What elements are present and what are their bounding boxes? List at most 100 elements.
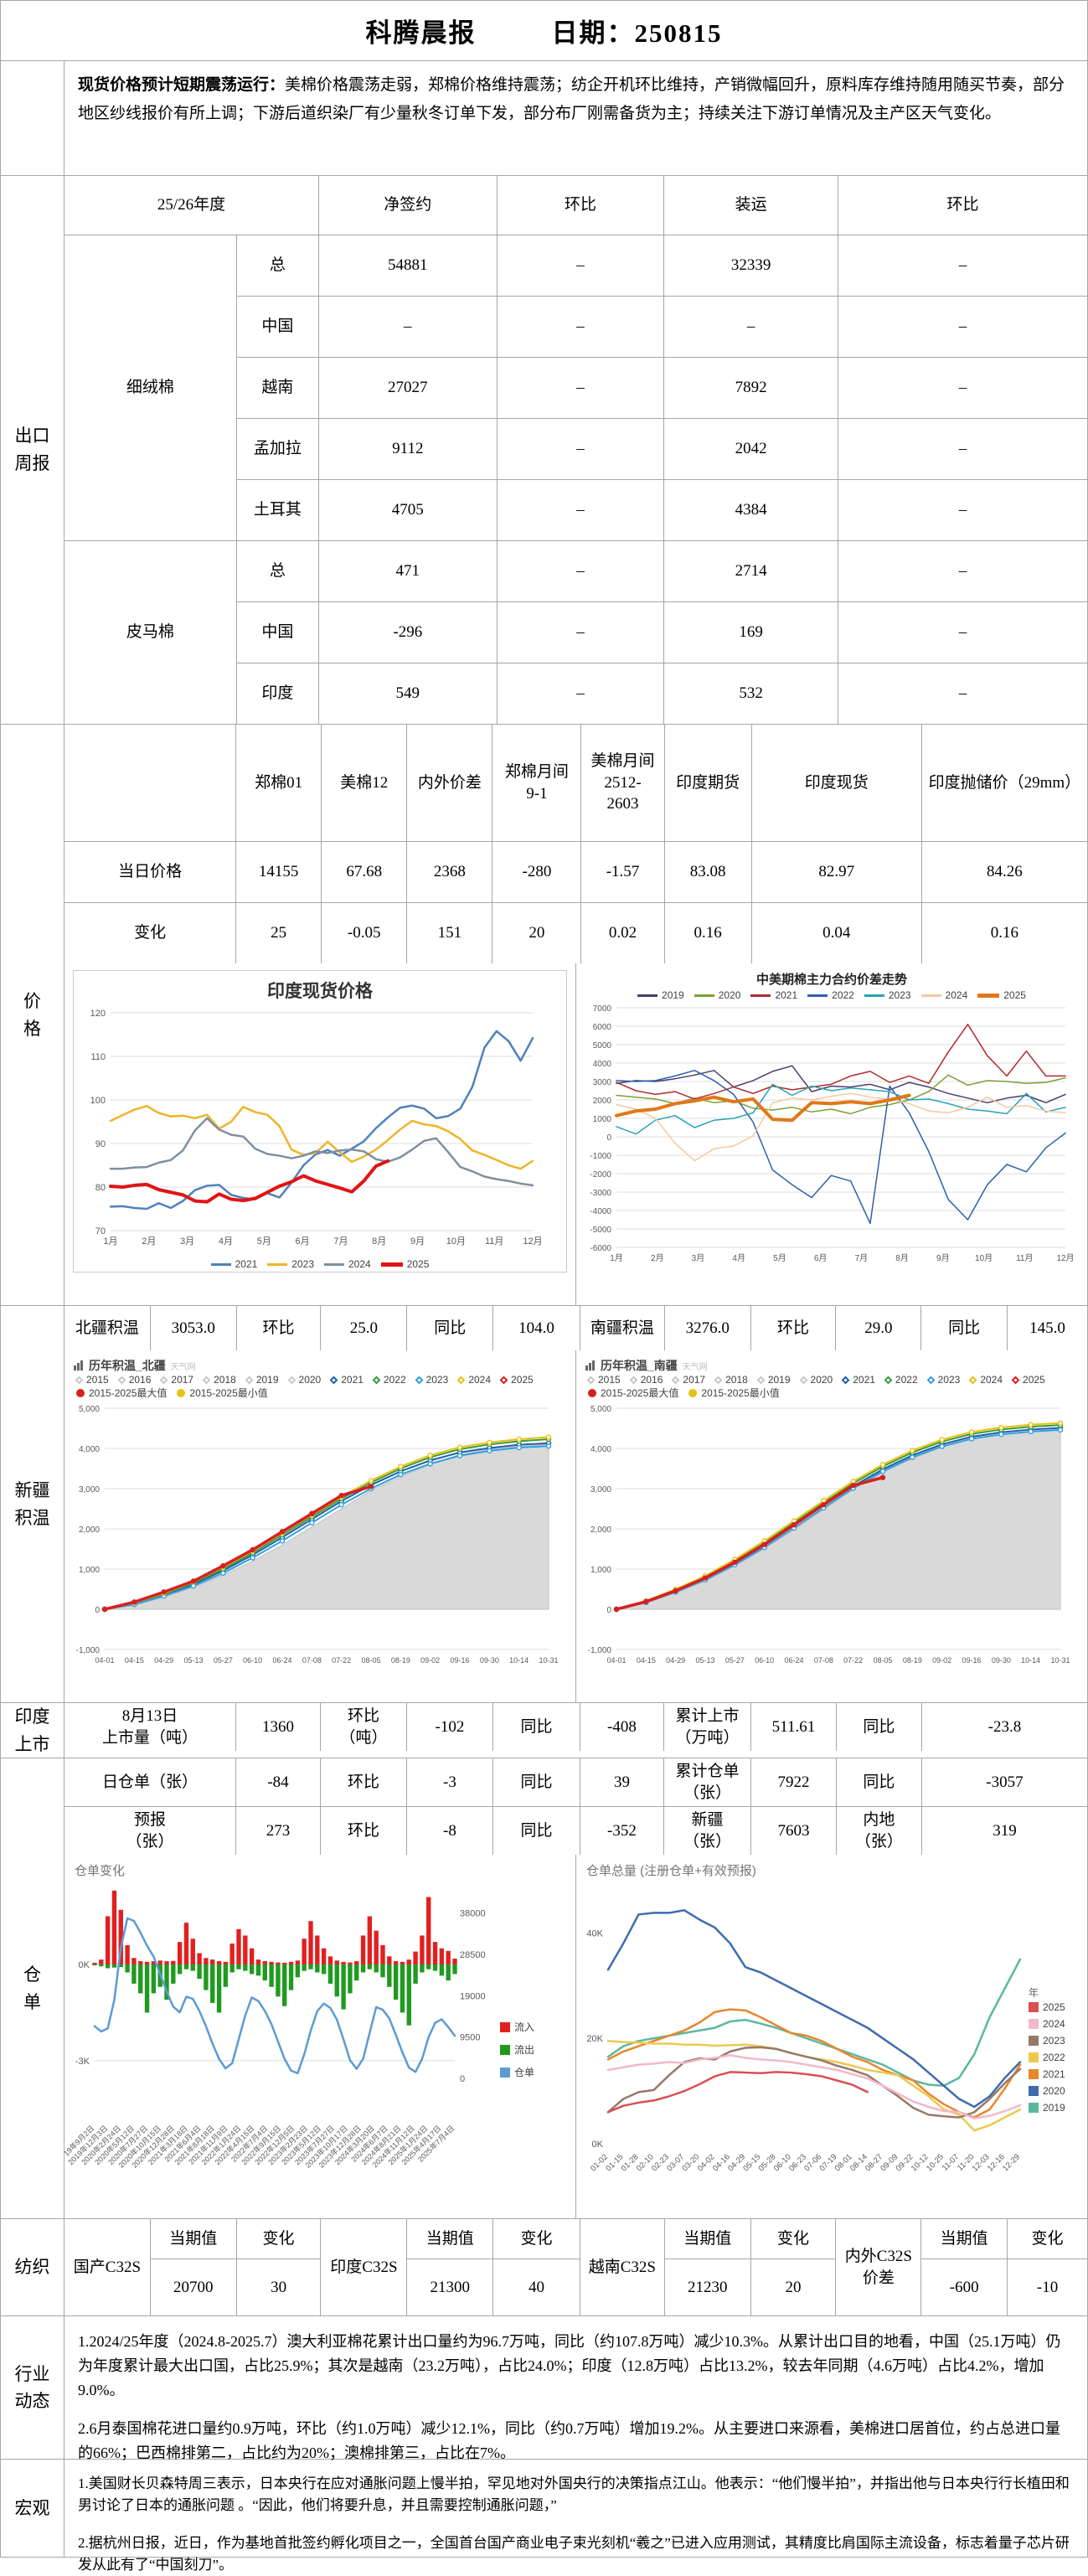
legend-label: 2024 (468, 1374, 492, 1386)
svg-text:70: 70 (95, 1226, 106, 1236)
legend-item: 2017 (159, 1374, 194, 1386)
legend-label: 2025 (1043, 2001, 1065, 2014)
cn-us-spread-chart-legend: 2019 2020 2021 2022 2023 2024 2025 (576, 989, 1087, 1001)
legend-item: 2025 (1029, 2001, 1065, 2013)
export-cell: – (497, 663, 664, 724)
export-cell: 9112 (319, 419, 497, 479)
legend-label: 2015-2025最大值 (601, 1387, 679, 1399)
legend-label: 2023 (425, 1374, 449, 1386)
export-cell: 中国 (236, 297, 318, 357)
legend-item: 2015-2025最小值 (688, 1386, 780, 1400)
svg-text:-3000: -3000 (590, 1189, 611, 1198)
price-header: 印度现货 (751, 725, 921, 841)
india-spot-chart-plot: 70 80 90 100 110 120 1月 2月 3月 4月 5月 6月 7月 8月 9月 10月 11月 1… (75, 1003, 565, 1258)
export-header-shipment: 装运 (664, 176, 838, 235)
legend-marker (380, 1262, 403, 1267)
export-cell: – (497, 602, 664, 663)
svg-text:120: 120 (90, 1009, 106, 1019)
india-listing-cell: 同比 (492, 1703, 580, 1751)
legend-marker (714, 1376, 723, 1384)
svg-text:28500: 28500 (460, 1950, 486, 1960)
legend-marker (324, 1262, 344, 1266)
warrant-side-label: 仓 单 (1, 1758, 64, 2219)
svg-text:09-30: 09-30 (480, 1656, 499, 1665)
price-value: 83.08 (664, 842, 751, 902)
export-cell: – (838, 480, 1087, 540)
warrant-cell: 累计仓单 （张） (663, 1758, 750, 1807)
price-row-label: 变化 (64, 903, 236, 963)
svg-text:05-27: 05-27 (725, 1656, 745, 1665)
legend-item: 2024 (920, 989, 967, 1001)
export-cell: 土耳其 (236, 480, 318, 540)
jiwen-south-chart-pl ot: -1,000 0 1,000 2,000 3,000 4,000 5,000 04-01 04-… (576, 1400, 1087, 1674)
svg-text:05-13: 05-13 (183, 1656, 203, 1665)
svg-text:1月: 1月 (103, 1236, 117, 1247)
legend-marker (76, 1388, 85, 1397)
legend-item: 2021 (841, 1374, 875, 1386)
svg-text:12-29: 12-29 (1001, 2152, 1022, 2173)
legend-marker (1011, 1376, 1020, 1384)
legend-label: 2017 (171, 1374, 194, 1386)
india-listing-cell: -23.8 (921, 1703, 1087, 1751)
svg-text:06-24: 06-24 (272, 1656, 291, 1665)
svg-text:04-01: 04-01 (95, 1656, 114, 1665)
warrant-total-legend-title: 年 (1029, 1987, 1039, 2000)
india-spot-chart: 印度现货价格 70 80 90 100 110 120 1月 2月 3月 4月 5月 6月 7月 8月 9月… (64, 963, 575, 1305)
svg-text:4,000: 4,000 (79, 1445, 100, 1454)
legend-label: 2024 (980, 1374, 1003, 1386)
price-header: 美棉月间 2512- 2603 (581, 725, 664, 841)
legend-marker (841, 1376, 850, 1384)
legend-label: 2025 (1023, 1374, 1045, 1386)
india-listing-table: 8月13日 上市量（吨） 1360 环比 （吨） -102 同比 -408 累计… (64, 1703, 1087, 1751)
textile-section: 纺织 国产C32S 当期值 变化 印度C32S 当期值 变化 越南C32S 当期… (1, 2219, 1087, 2317)
legend-label: 2019 (255, 1374, 279, 1386)
macro-item: 1.美国财长贝森特周三表示，日本央行在应对通胀问题上慢半拍，罕见地对外国央行的决… (78, 2475, 1070, 2514)
jiwen-cell: 3053.0 (150, 1306, 236, 1350)
svg-text:40K: 40K (586, 1928, 603, 1938)
textile-label: 内外C32S 价差 (836, 2219, 921, 2316)
legend-marker (287, 1376, 296, 1384)
legend-item: 2025 (380, 1258, 429, 1270)
export-cell: – (838, 419, 1087, 479)
svg-text:-4000: -4000 (590, 1207, 611, 1216)
india-spot-chart-legend: 2021 2023 2024 2025 (75, 1258, 565, 1270)
legend-item: 2020 (694, 989, 740, 1001)
legend-label: 2018 (725, 1374, 748, 1386)
macro-section: 宏观 1.美国财长贝森特周三表示，日本央行在应对通胀问题上慢半拍，罕见地对外国央… (1, 2460, 1087, 2573)
svg-text:05-27: 05-27 (214, 1656, 233, 1665)
svg-text:1,000: 1,000 (79, 1566, 100, 1575)
legend-marker (500, 2067, 510, 2078)
india-listing-cell: 8月13日 上市量（吨） (64, 1703, 235, 1751)
svg-text:2,000: 2,000 (79, 1525, 100, 1535)
warrant-section: 仓 单 日仓单（张） -84 环比 -3 同比 39 累计仓单 （张） 7922… (1, 1758, 1087, 2220)
legend-item: 2024 (324, 1258, 371, 1270)
price-value: -1.57 (581, 842, 664, 902)
svg-text:04-29: 04-29 (154, 1656, 173, 1665)
legend-marker (499, 1376, 508, 1384)
legend-label: 2025 (511, 1374, 534, 1386)
warrant-total-chart-plot: 0K 20K 40K 01-02 01-15 01-28 02-10 02-23 03-07 03… (576, 1879, 1029, 2218)
svg-text:11-07: 11-07 (941, 2152, 961, 2172)
jiwen-cell: 南疆积温 (580, 1306, 664, 1350)
warrant-total-chart-title: 仓单总量 (注册仓单+有效预报) (586, 1864, 756, 1879)
jiwen-north-legend: 2015 2016 2017 2018 2019 2020 2021 2022 2023 2024… (64, 1374, 575, 1386)
svg-text:1月: 1月 (610, 1253, 623, 1263)
legend-item: 2023 (267, 1258, 314, 1270)
legend-item: 2019 (245, 1374, 279, 1386)
svg-text:10月: 10月 (975, 1253, 993, 1263)
svg-text:-1,000: -1,000 (76, 1646, 101, 1655)
svg-text:3,000: 3,000 (79, 1485, 100, 1494)
price-header: 内外价差 (407, 725, 492, 841)
svg-text:2000: 2000 (593, 1097, 612, 1106)
svg-text:38000: 38000 (460, 1909, 486, 1919)
jiwen-cell: 环比 (750, 1306, 836, 1350)
svg-text:-1000: -1000 (590, 1152, 611, 1161)
svg-text:-6000: -6000 (590, 1244, 611, 1253)
legend-label: 2016 (128, 1374, 152, 1386)
textile-header-change: 变化 (236, 2219, 321, 2259)
svg-text:07-22: 07-22 (843, 1656, 863, 1665)
export-cell: – (664, 297, 838, 357)
warrant-cell: -8 (406, 1807, 492, 1856)
export-cell: 总 (236, 541, 318, 601)
svg-text:3,000: 3,000 (590, 1485, 611, 1494)
